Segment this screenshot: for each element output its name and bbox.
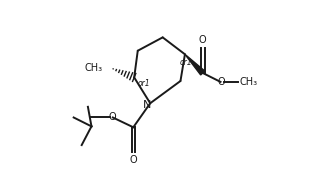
Text: O: O	[218, 77, 225, 87]
Polygon shape	[185, 54, 205, 75]
Text: or1: or1	[180, 58, 192, 67]
Text: O: O	[108, 112, 116, 122]
Text: N: N	[142, 100, 151, 110]
Text: CH₃: CH₃	[84, 63, 102, 73]
Text: O: O	[130, 155, 137, 165]
Text: CH₃: CH₃	[239, 77, 257, 87]
Text: or1: or1	[138, 79, 150, 88]
Text: O: O	[199, 35, 206, 45]
